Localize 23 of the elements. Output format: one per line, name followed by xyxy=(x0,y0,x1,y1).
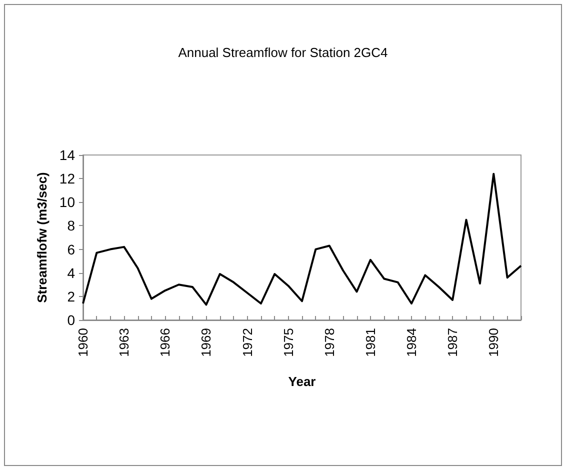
x-tick-label: 1966 xyxy=(158,328,173,357)
y-tick-label: 12 xyxy=(59,170,76,187)
line-series xyxy=(82,172,522,306)
x-tick-label: 1963 xyxy=(116,328,132,357)
y-tick-label: 14 xyxy=(59,147,76,163)
y-tick-label: 10 xyxy=(59,194,76,210)
x-axis-title: Year xyxy=(288,374,316,389)
x-tick-label: 1984 xyxy=(404,328,419,357)
y-tick-label: 0 xyxy=(67,312,76,328)
x-tick-label: 1990 xyxy=(486,328,502,357)
chart-title: Annual Streamflow for Station 2GC4 xyxy=(178,45,388,60)
y-tick-label: 6 xyxy=(67,241,76,258)
y-tick-label: 2 xyxy=(67,288,76,304)
x-tick-label: 1969 xyxy=(198,328,214,357)
y-tick-label: 8 xyxy=(67,218,76,234)
x-tick-label: 1975 xyxy=(280,328,296,357)
x-tick-label: 1978 xyxy=(322,328,337,357)
x-tick-label: 1960 xyxy=(76,328,90,357)
x-tick-label: 1981 xyxy=(362,328,378,357)
y-axis-title: Streamflofw (m3/sec) xyxy=(34,172,50,303)
x-tick-label: 1987 xyxy=(445,328,460,357)
y-tick-label: 4 xyxy=(67,264,76,281)
x-tick-label: 1972 xyxy=(240,328,255,357)
